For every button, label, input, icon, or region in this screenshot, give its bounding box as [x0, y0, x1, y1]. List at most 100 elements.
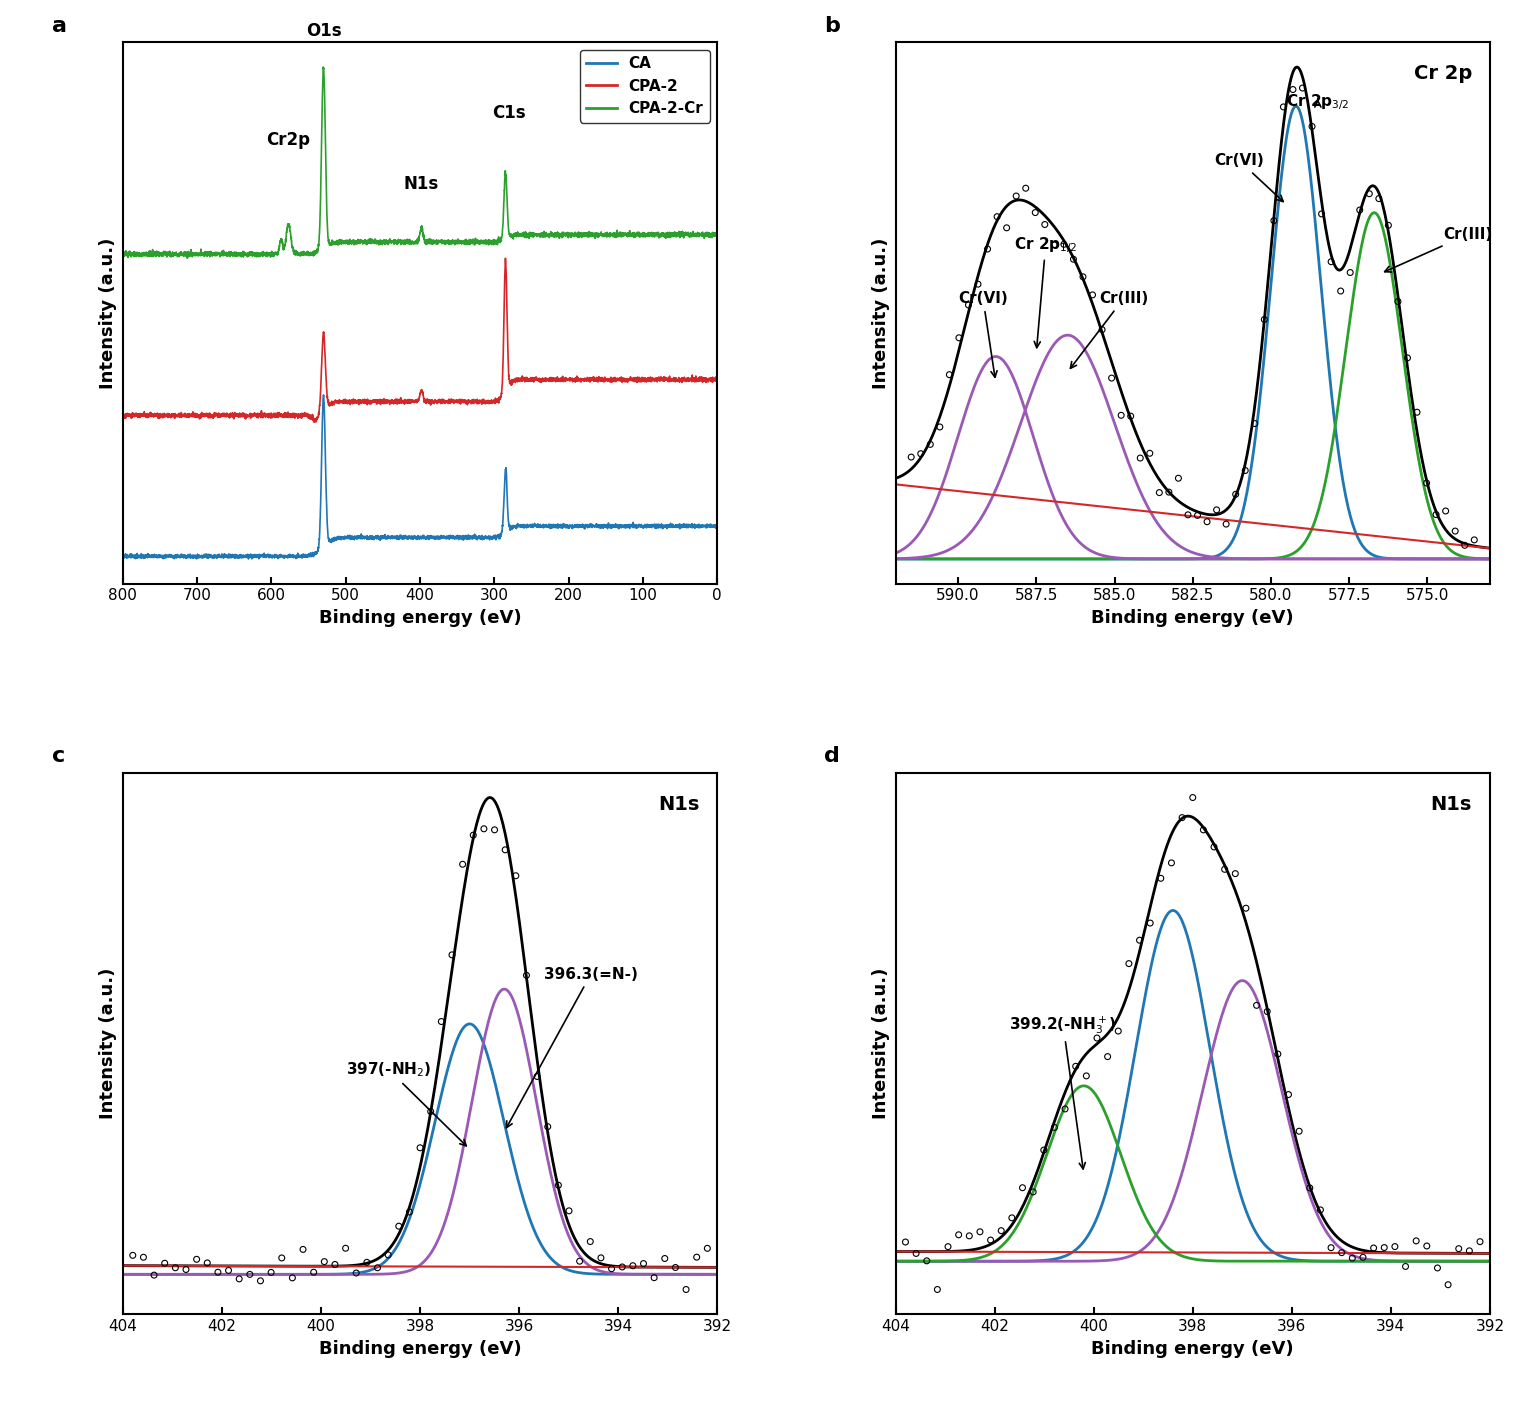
Point	[1299, 114, 1324, 137]
Point	[1204, 499, 1229, 521]
Point	[1393, 1255, 1418, 1277]
Text: Cr(III): Cr(III)	[1384, 227, 1493, 273]
Point	[674, 1279, 699, 1301]
Point	[163, 1256, 187, 1279]
Point	[1462, 528, 1487, 551]
Text: d: d	[825, 746, 840, 766]
Point	[1367, 188, 1392, 211]
Point	[1032, 213, 1057, 236]
Point	[1213, 513, 1238, 536]
Point	[1233, 459, 1258, 482]
Text: Cr(VI): Cr(VI)	[958, 291, 1008, 377]
Point	[599, 1258, 624, 1280]
Point	[1276, 1084, 1301, 1106]
Point	[504, 865, 528, 887]
Point	[1244, 993, 1269, 1016]
Point	[450, 853, 475, 876]
Point	[1347, 199, 1372, 222]
Point	[1166, 466, 1190, 489]
Point	[1011, 1177, 1035, 1200]
Point	[1415, 1235, 1439, 1258]
Point	[631, 1252, 656, 1275]
Point	[975, 237, 1000, 260]
Text: b: b	[825, 16, 840, 35]
Point	[1468, 1231, 1493, 1253]
Point	[387, 1215, 412, 1238]
Text: O1s: O1s	[306, 21, 341, 40]
Point	[376, 1243, 401, 1266]
Point	[1127, 928, 1152, 951]
Point	[1405, 401, 1430, 424]
Point	[1329, 1242, 1353, 1265]
Point	[1233, 897, 1258, 920]
Point	[1339, 1246, 1364, 1269]
Point	[1243, 413, 1267, 435]
Point	[946, 326, 971, 349]
Point	[1338, 261, 1362, 284]
Point	[1272, 96, 1296, 119]
Point	[1117, 952, 1141, 975]
Point	[1084, 1027, 1109, 1050]
Point	[1458, 1239, 1482, 1262]
Point	[407, 1136, 432, 1159]
Point	[1118, 406, 1143, 428]
Point	[1127, 447, 1152, 469]
Point	[1453, 534, 1478, 557]
Point	[1255, 1000, 1279, 1023]
Point	[482, 818, 507, 841]
Point	[280, 1266, 304, 1289]
Point	[1447, 1238, 1471, 1260]
Point	[1147, 482, 1172, 504]
Text: N1s: N1s	[657, 794, 699, 814]
Point	[1433, 500, 1458, 523]
Point	[653, 1248, 677, 1270]
Point	[217, 1259, 241, 1282]
Point	[536, 1115, 561, 1137]
Point	[1071, 266, 1095, 288]
Point	[184, 1248, 209, 1270]
Point	[131, 1246, 155, 1269]
Point	[206, 1260, 230, 1283]
Legend: CA, CPA-2, CPA-2-Cr: CA, CPA-2, CPA-2-Cr	[581, 49, 710, 123]
Text: N1s: N1s	[404, 175, 439, 192]
Point	[1109, 404, 1134, 427]
Point	[439, 944, 464, 966]
Point	[418, 1101, 442, 1123]
Point	[1149, 868, 1174, 890]
Point	[642, 1266, 667, 1289]
Text: Cr 2p: Cr 2p	[1413, 64, 1471, 83]
Point	[1281, 78, 1306, 100]
Point	[1201, 835, 1226, 858]
Y-axis label: Intensity (a.u.): Intensity (a.u.)	[872, 968, 889, 1119]
Point	[1005, 185, 1029, 208]
Point	[1212, 858, 1236, 880]
Point	[966, 273, 991, 295]
Point	[1309, 1198, 1333, 1221]
Point	[1160, 852, 1184, 875]
Point	[908, 442, 932, 465]
Point	[1436, 1273, 1461, 1296]
Point	[1032, 1139, 1057, 1161]
Point	[919, 432, 943, 455]
Point	[1385, 290, 1410, 312]
Text: N1s: N1s	[1430, 794, 1471, 814]
Point	[1376, 213, 1401, 236]
Point	[1095, 1046, 1120, 1068]
Point	[968, 1221, 992, 1243]
Text: 399.2(-NH$_3^+$): 399.2(-NH$_3^+$)	[1009, 1015, 1117, 1169]
Point	[556, 1200, 581, 1222]
Point	[141, 1263, 166, 1286]
Point	[610, 1256, 634, 1279]
Point	[152, 1252, 177, 1275]
Point	[1106, 1020, 1130, 1043]
Y-axis label: Intensity (a.u.): Intensity (a.u.)	[100, 968, 117, 1119]
Point	[1298, 1177, 1322, 1200]
Point	[1356, 182, 1381, 205]
Point	[989, 1219, 1014, 1242]
Point	[928, 415, 952, 438]
Point	[903, 1242, 928, 1265]
Point	[1261, 209, 1286, 232]
Point	[957, 1225, 982, 1248]
Point	[685, 1246, 710, 1269]
Point	[621, 1255, 645, 1277]
